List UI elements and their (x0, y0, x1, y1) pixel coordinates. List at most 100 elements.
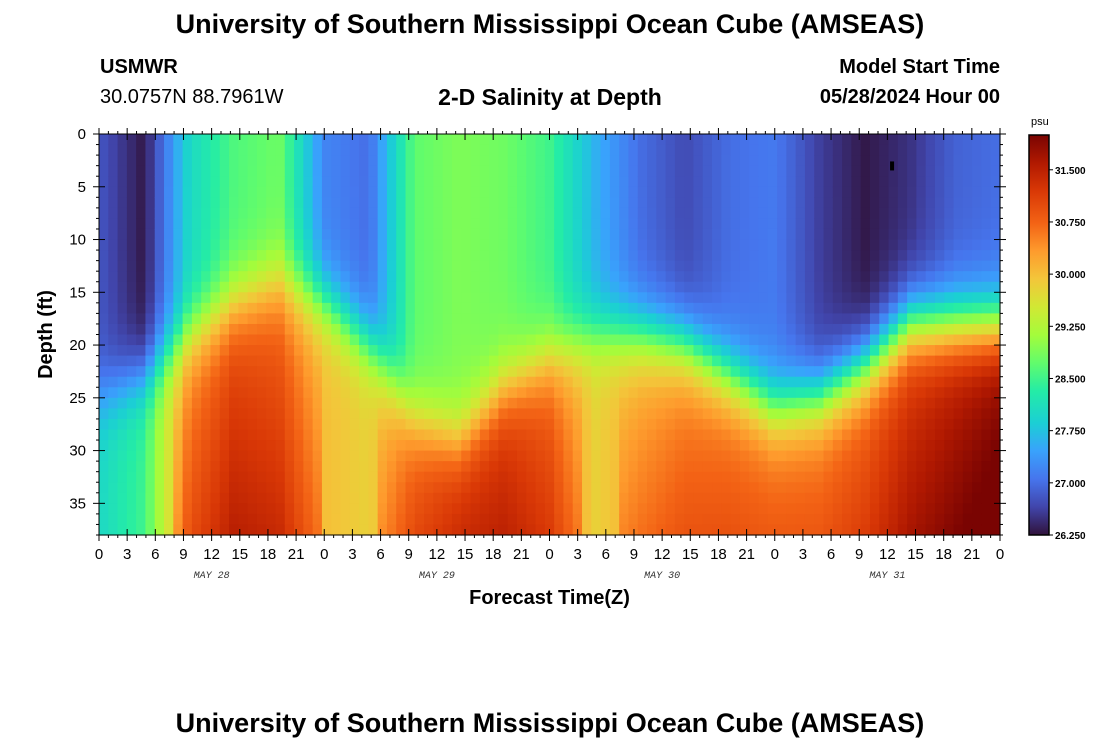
heatmap-cell (321, 176, 332, 188)
heatmap-cell (916, 271, 927, 283)
heatmap-cell (767, 429, 778, 441)
heatmap-cell (182, 397, 193, 409)
heatmap-cell (619, 492, 630, 504)
heatmap-cell (331, 176, 342, 188)
heatmap-cell (572, 397, 583, 409)
heatmap-cell (925, 345, 936, 357)
heatmap-cell (461, 345, 472, 357)
heatmap-cell (349, 503, 360, 515)
heatmap-cell (897, 186, 908, 198)
heatmap-cell (414, 271, 425, 283)
x-tick-label: 15 (682, 546, 699, 563)
heatmap-cell (331, 228, 342, 241)
heatmap-cell (609, 250, 620, 262)
heatmap-cell (953, 186, 964, 198)
heatmap-cell (191, 513, 202, 526)
heatmap-cell (907, 376, 917, 388)
heatmap-cell (489, 440, 500, 452)
heatmap-cell (414, 218, 425, 230)
heatmap-cell (674, 387, 685, 399)
heatmap-cell (953, 418, 964, 431)
heatmap-cell (804, 292, 815, 304)
heatmap-cell (414, 228, 425, 241)
heatmap-cell (591, 471, 602, 483)
heatmap-cell (925, 155, 936, 167)
heatmap-cell (266, 186, 277, 198)
heatmap-cell (182, 461, 193, 473)
heatmap-cell (498, 186, 509, 198)
heatmap-cell (739, 461, 750, 473)
heatmap-cell (507, 397, 518, 409)
heatmap-cell (321, 440, 332, 452)
heatmap-cell (294, 134, 304, 146)
heatmap-cell (275, 260, 286, 272)
heatmap-cell (201, 250, 212, 262)
heatmap-cell (201, 482, 212, 494)
heatmap-cell (154, 155, 165, 167)
heatmap-cell (907, 471, 917, 483)
heatmap-cell (656, 376, 667, 388)
heatmap-cell (730, 471, 741, 483)
heatmap-cell (210, 345, 221, 357)
heatmap-cell (331, 334, 342, 346)
heatmap-cell (591, 197, 602, 209)
heatmap-cell (749, 440, 760, 452)
heatmap-cell (201, 176, 212, 188)
heatmap-cell (349, 440, 360, 452)
heatmap-cell (647, 260, 657, 272)
heatmap-cell (154, 461, 165, 473)
heatmap-cell (210, 292, 221, 304)
heatmap-cell (349, 207, 360, 220)
heatmap-cell (229, 513, 239, 526)
heatmap-cell (489, 281, 500, 293)
heatmap-cell (934, 250, 945, 262)
heatmap-cell (916, 186, 927, 198)
heatmap-cell (442, 334, 453, 346)
heatmap-cell (879, 471, 890, 483)
heatmap-cell (284, 165, 295, 177)
heatmap-cell (563, 387, 574, 399)
heatmap-cell (795, 155, 806, 167)
heatmap-cell (201, 387, 212, 399)
heatmap-cell (814, 250, 825, 262)
heatmap-cell (145, 492, 156, 504)
heatmap-cell (349, 482, 360, 494)
heatmap-cell (582, 165, 592, 177)
heatmap-cell (600, 218, 611, 230)
heatmap-cell (944, 524, 955, 536)
heatmap-cell (238, 482, 249, 494)
heatmap-cell (628, 429, 639, 441)
heatmap-cell (832, 281, 843, 293)
heatmap-cell (665, 471, 676, 483)
heatmap-cell (721, 355, 732, 367)
heatmap-cell (656, 144, 667, 156)
heatmap-cell (173, 239, 184, 251)
heatmap-cell (953, 218, 964, 230)
heatmap-cell (804, 207, 815, 220)
heatmap-cell (572, 492, 583, 504)
heatmap-cell (823, 376, 834, 388)
colorbar-tick-label: 28.500 (1055, 374, 1086, 385)
heatmap-cell (238, 302, 249, 314)
heatmap-cell (777, 292, 787, 304)
heatmap-cell (349, 144, 360, 156)
heatmap-cell (721, 134, 732, 146)
heatmap-cell (294, 228, 304, 241)
heatmap-cell (526, 281, 537, 293)
heatmap-cell (804, 228, 815, 241)
heatmap-cell (191, 355, 202, 367)
heatmap-cell (972, 302, 983, 314)
heatmap-cell (832, 524, 843, 536)
heatmap-cell (591, 387, 602, 399)
heatmap-cell (275, 176, 286, 188)
heatmap-cell (962, 397, 973, 409)
heatmap-cell (888, 155, 899, 167)
heatmap-cell (544, 155, 555, 167)
heatmap-cell (758, 207, 769, 220)
heatmap-cell (247, 524, 258, 536)
heatmap-cell (972, 355, 983, 367)
heatmap-cell (609, 197, 620, 209)
heatmap-cell (972, 492, 983, 504)
heatmap-cell (405, 302, 416, 314)
heatmap-cell (368, 197, 379, 209)
